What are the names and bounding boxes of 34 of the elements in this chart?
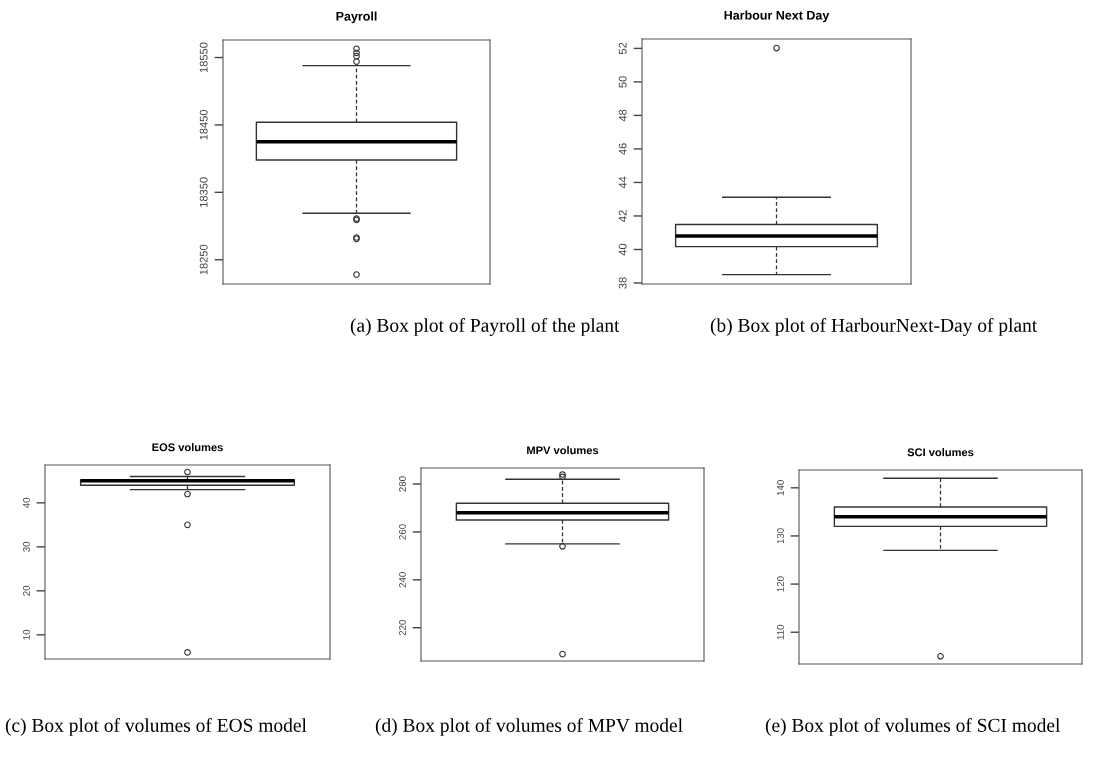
chart-title: EOS volumes	[152, 443, 223, 452]
y-tick-label: 18550	[199, 42, 208, 73]
y-tick-label: 38	[618, 277, 627, 289]
y-tick-label: 120	[777, 576, 784, 592]
text: (a) Box plot of Payroll of the plant	[350, 318, 620, 336]
y-tick-label: 46	[618, 143, 627, 155]
chart-title: MPV volumes	[527, 446, 599, 455]
chart-title: Harbour Next Day	[724, 10, 830, 23]
text: (b) Box plot of HarbourNext-Day of plant	[710, 318, 1038, 336]
text: (e) Box plot of volumes of SCI model	[765, 718, 1061, 736]
y-tick-label: 48	[618, 109, 627, 122]
y-tick-label: 30	[23, 541, 30, 552]
y-tick-label: 280	[399, 476, 406, 492]
y-tick-label: 140	[777, 480, 784, 496]
text: (c) Box plot of volumes of EOS model	[5, 718, 307, 736]
y-tick-label: 220	[399, 619, 406, 636]
y-tick-label: 10	[23, 629, 30, 640]
chart-title: SCI volumes	[907, 448, 974, 457]
y-tick-label: 50	[618, 76, 627, 88]
y-tick-label: 40	[618, 243, 627, 256]
y-tick-label: 260	[399, 524, 406, 540]
y-tick-label: 110	[777, 624, 784, 640]
y-tick-label: 52	[618, 42, 627, 55]
y-tick-label: 42	[618, 210, 627, 222]
y-tick-label: 18350	[199, 177, 208, 207]
y-tick-label: 20	[23, 585, 30, 596]
y-tick-label: 40	[23, 497, 30, 509]
y-tick-label: 240	[399, 572, 406, 588]
chart-title: Payroll	[336, 11, 377, 24]
y-tick-label: 18450	[199, 109, 208, 140]
y-tick-label: 44	[618, 176, 627, 189]
y-tick-label: 130	[777, 528, 784, 544]
text: (d) Box plot of volumes of MPV model	[375, 718, 683, 736]
y-tick-label: 18250	[199, 244, 208, 275]
